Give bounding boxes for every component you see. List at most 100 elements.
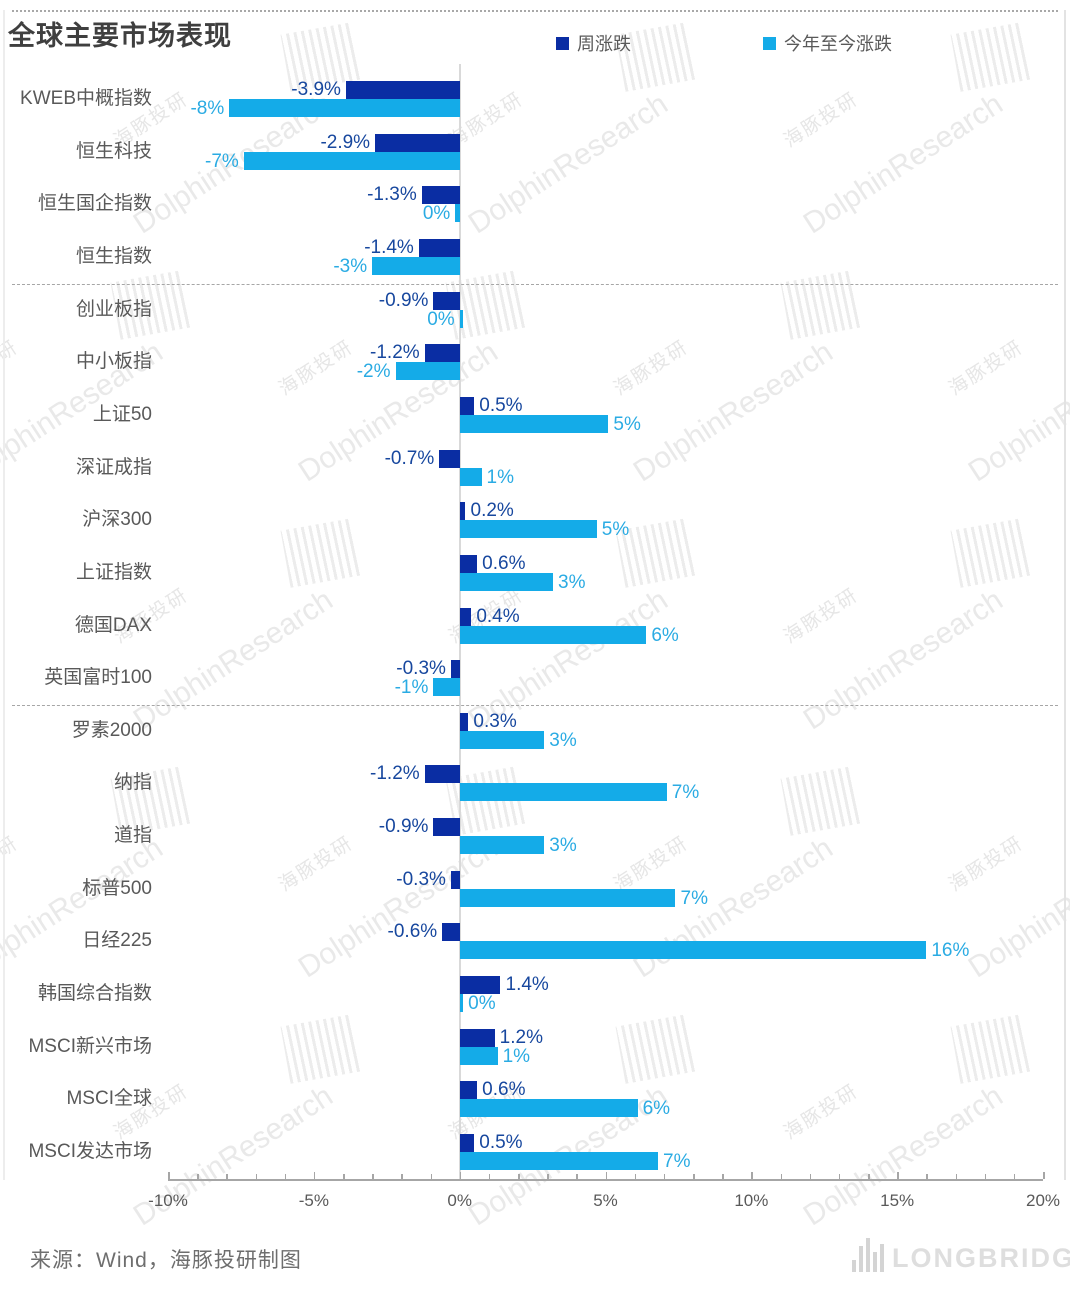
bar-week	[459, 1028, 495, 1047]
bar-week	[442, 923, 460, 942]
group-separator-line	[12, 283, 1058, 285]
value-label-week: -0.7%	[384, 447, 435, 469]
value-label-week: -1.2%	[370, 763, 420, 785]
bar-ytd	[459, 1152, 658, 1170]
axis-tick	[343, 1174, 345, 1179]
value-label-week: -0.9%	[378, 289, 429, 311]
value-label-week: -1.3%	[367, 184, 417, 206]
value-label-week: -0.3%	[396, 658, 446, 680]
category-label: 罗素2000	[71, 719, 152, 741]
legend-label-ytd: 今年至今涨跌	[784, 34, 892, 54]
panel-top-border	[12, 10, 1058, 12]
bar-ytd	[433, 678, 460, 697]
value-label-ytd: 3%	[549, 729, 577, 751]
bar-ytd	[459, 888, 676, 907]
value-label-week: 1.4%	[505, 974, 549, 996]
value-label-ytd: -7%	[205, 150, 239, 172]
bar-ytd	[459, 1046, 498, 1065]
category-label: 深证成指	[75, 456, 152, 478]
longbridge-logo-icon	[852, 1238, 884, 1272]
axis-tick	[605, 1172, 607, 1179]
panel-right-border	[1064, 10, 1066, 1180]
value-label-ytd: 3%	[549, 835, 577, 857]
value-label-week: -2.9%	[320, 131, 371, 153]
category-label: 创业板指	[75, 298, 152, 320]
longbridge-wordmark: LONGBRIDGE	[892, 1243, 1070, 1273]
bar-week	[375, 133, 460, 152]
bar-week	[459, 502, 466, 521]
value-label-week: 0.6%	[482, 552, 526, 574]
legend-label-week: 周涨跌	[577, 34, 631, 54]
bar-week	[433, 291, 460, 310]
axis-tick	[547, 1174, 549, 1179]
axis-tick	[722, 1174, 724, 1179]
axis-tick	[459, 1172, 462, 1179]
category-label: 恒生国企指数	[37, 193, 152, 215]
bar-week	[459, 1081, 478, 1100]
category-label: 上证50	[92, 403, 152, 425]
legend-swatch-week-icon	[556, 36, 569, 50]
value-label-ytd: 6%	[642, 1098, 671, 1120]
bar-ytd	[459, 836, 545, 855]
category-label: MSCI新兴市场	[28, 1035, 152, 1057]
axis-tick	[634, 1174, 637, 1179]
panel-left-border	[3, 10, 5, 1180]
value-label-ytd: 1%	[486, 466, 514, 488]
source-note: 来源：Wind，海豚投研制图	[30, 1249, 302, 1272]
value-label-week: 0.6%	[482, 1079, 526, 1101]
axis-tick	[255, 1174, 257, 1179]
bar-week	[459, 607, 472, 626]
value-label-ytd: 0%	[427, 308, 455, 330]
axis-tick	[313, 1172, 316, 1179]
category-label: 日经225	[82, 930, 152, 952]
legend-item-ytd: 今年至今涨跌	[763, 30, 892, 56]
legend: 周涨跌 今年至今涨跌	[0, 30, 1070, 54]
axis-tick	[197, 1174, 199, 1179]
axis-tick	[868, 1174, 870, 1179]
category-label: 韩国综合指数	[37, 983, 152, 1005]
category-label: 英国富时100	[44, 667, 152, 689]
axis-tick	[693, 1174, 695, 1179]
bar-ytd	[459, 730, 545, 749]
bar-week	[424, 765, 460, 784]
axis-tick	[226, 1174, 228, 1179]
bar-week	[459, 976, 501, 995]
value-label-ytd: 6%	[651, 624, 679, 646]
axis-tick	[897, 1172, 899, 1179]
bar-week	[418, 238, 460, 257]
bar-ytd	[395, 362, 460, 381]
value-label-week: 0.2%	[470, 500, 514, 522]
value-label-week: -1.2%	[370, 342, 420, 364]
axis-tick	[751, 1172, 753, 1179]
value-label-week: -1.4%	[364, 236, 414, 258]
axis-tick	[284, 1174, 287, 1179]
axis-tick	[780, 1174, 782, 1179]
category-label: MSCI发达市场	[28, 1141, 152, 1162]
bar-ytd	[459, 309, 463, 328]
value-label-ytd: -2%	[356, 361, 391, 383]
bar-week	[459, 396, 475, 415]
bar-ytd	[455, 204, 460, 223]
axis-tick	[838, 1174, 841, 1179]
axis-tick	[576, 1174, 578, 1179]
bar-ytd	[459, 625, 647, 644]
longbridge-watermark: LONGBRIDGE	[852, 1238, 1070, 1272]
value-label-week: 0.3%	[473, 710, 517, 732]
category-label: 纳指	[113, 772, 152, 794]
category-label: KWEB中概指数	[20, 88, 152, 109]
legend-item-week: 周涨跌	[556, 30, 631, 56]
bar-ytd	[459, 572, 553, 591]
value-label-week: -0.6%	[387, 921, 438, 943]
value-label-ytd: 0%	[422, 203, 451, 225]
value-label-week: 0.5%	[479, 394, 523, 416]
axis-tick	[663, 1174, 666, 1179]
axis-tick-label: 15%	[880, 1191, 915, 1210]
axis-tick-label: 0%	[447, 1191, 472, 1210]
axis-tick	[1043, 1172, 1045, 1179]
category-label: 上证指数	[75, 561, 152, 583]
category-label: 标普500	[82, 877, 152, 899]
x-axis-line	[168, 1179, 1043, 1181]
value-label-ytd: 7%	[680, 887, 708, 909]
value-label-ytd: 3%	[558, 571, 586, 593]
axis-tick	[430, 1174, 432, 1179]
